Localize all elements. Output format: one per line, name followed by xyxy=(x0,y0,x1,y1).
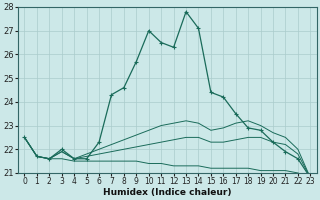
X-axis label: Humidex (Indice chaleur): Humidex (Indice chaleur) xyxy=(103,188,232,197)
